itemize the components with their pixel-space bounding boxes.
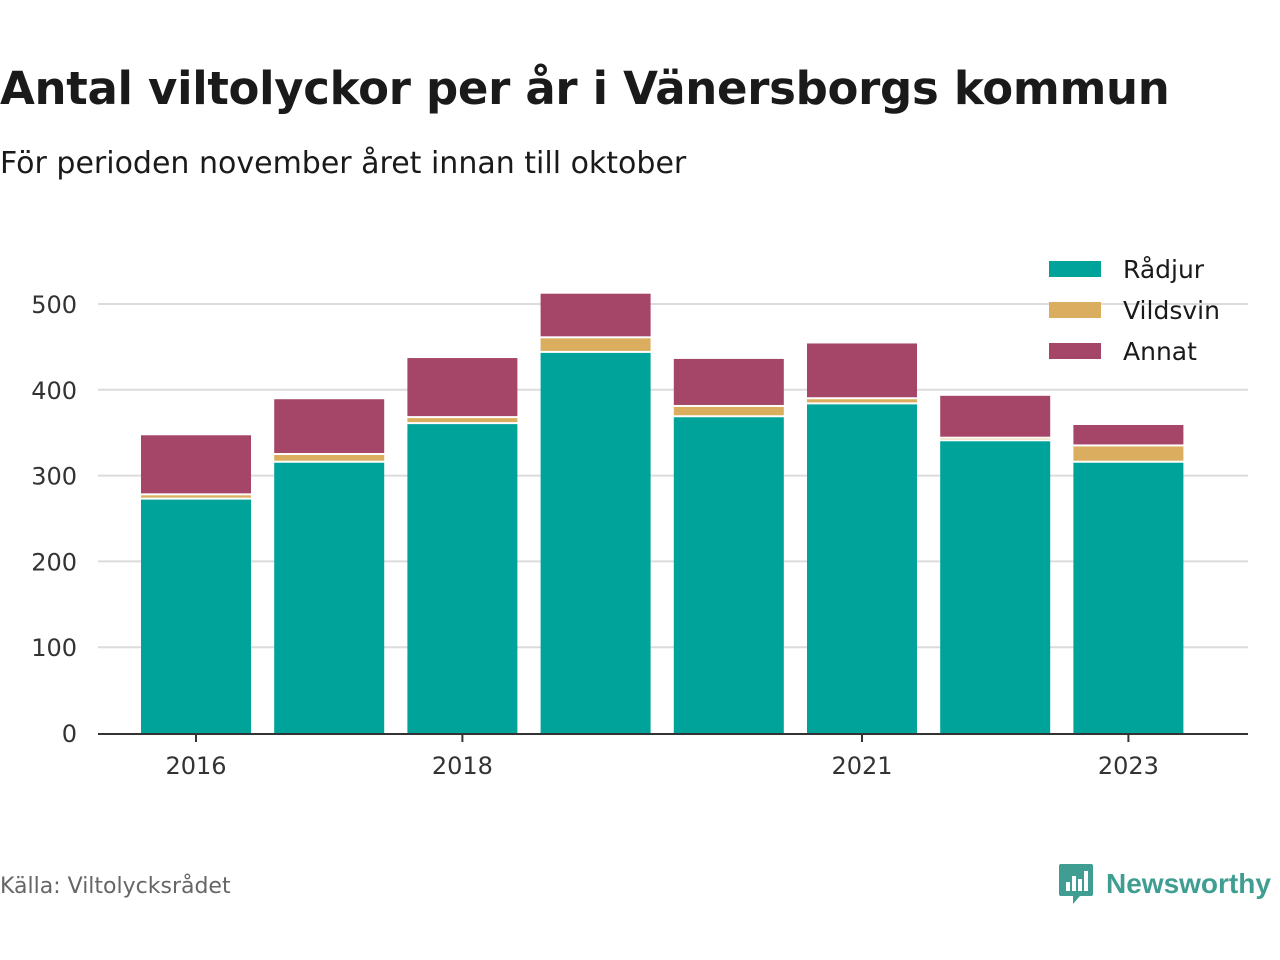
bar-rådjur-2017 [274,462,385,733]
x-tick-label: 2021 [831,752,892,780]
x-axis-ticks: 2016 2018 2021 2023 [165,734,1159,780]
brand-name: Newsworthy [1106,868,1271,899]
chart-subtitle: För perioden november året innan till ok… [0,146,687,181]
bar-vildsvin-2017 [274,455,385,461]
bar-rådjur-2023 [1073,462,1184,733]
bar-rådjur-2018 [407,424,518,733]
bar-annat-2018 [407,358,518,417]
bar-stack-2016 [141,435,251,733]
legend-swatch-vildsvin [1049,302,1101,318]
newsworthy-logo-icon [1059,864,1093,904]
bar-annat-2023 [1073,424,1184,445]
legend-swatch-annat [1049,343,1101,359]
y-tick-label: 100 [31,634,77,662]
legend-label-annat: Annat [1123,337,1197,366]
bar-stack-2018 [407,358,518,733]
bar-rådjur-2016 [141,499,251,733]
bar-stack-2023 [1073,424,1184,733]
bar-stack-2022 [940,395,1051,733]
bars [141,293,1184,733]
bar-rådjur-2021 [807,404,917,733]
legend-swatch-rådjur [1049,261,1101,277]
chart-title: Antal viltolyckor per år i Vänersborgs k… [0,62,1170,115]
bar-vildsvin-2020 [673,406,784,416]
bar-rådjur-2019 [540,352,651,733]
bar-vildsvin-2023 [1073,446,1184,461]
y-tick-label: 0 [62,720,77,748]
bar-annat-2020 [673,358,784,405]
bar-rådjur-2022 [940,441,1051,733]
legend: Rådjur Vildsvin Annat [1049,255,1220,366]
y-tick-label: 300 [31,463,77,491]
x-tick-label: 2018 [432,752,493,780]
bar-vildsvin-2021 [807,399,917,403]
bar-vildsvin-2018 [407,418,518,423]
y-tick-label: 500 [31,291,77,319]
y-tick-label: 200 [31,548,77,576]
bar-rådjur-2020 [673,417,784,733]
bar-vildsvin-2022 [940,438,1051,440]
legend-label-vildsvin: Vildsvin [1123,296,1220,325]
brand[interactable]: Newsworthy [1058,862,1271,906]
x-tick-label: 2016 [165,752,226,780]
bar-vildsvin-2019 [540,338,651,351]
x-tick-label: 2023 [1098,752,1159,780]
y-axis-ticks: 0 100 200 300 400 500 [31,291,77,748]
bar-annat-2019 [540,293,651,337]
bar-stack-2020 [673,358,784,733]
bar-annat-2016 [141,435,251,494]
bar-vildsvin-2016 [141,495,251,498]
bar-annat-2022 [940,395,1051,437]
legend-label-rådjur: Rådjur [1123,255,1205,284]
source-note: Källa: Viltolycksrådet [0,874,231,899]
y-tick-label: 400 [31,377,77,405]
bar-annat-2017 [274,399,385,454]
bar-stack-2017 [274,399,385,733]
bar-annat-2021 [807,343,917,398]
bar-stack-2021 [807,343,917,733]
bar-stack-2019 [540,293,651,733]
